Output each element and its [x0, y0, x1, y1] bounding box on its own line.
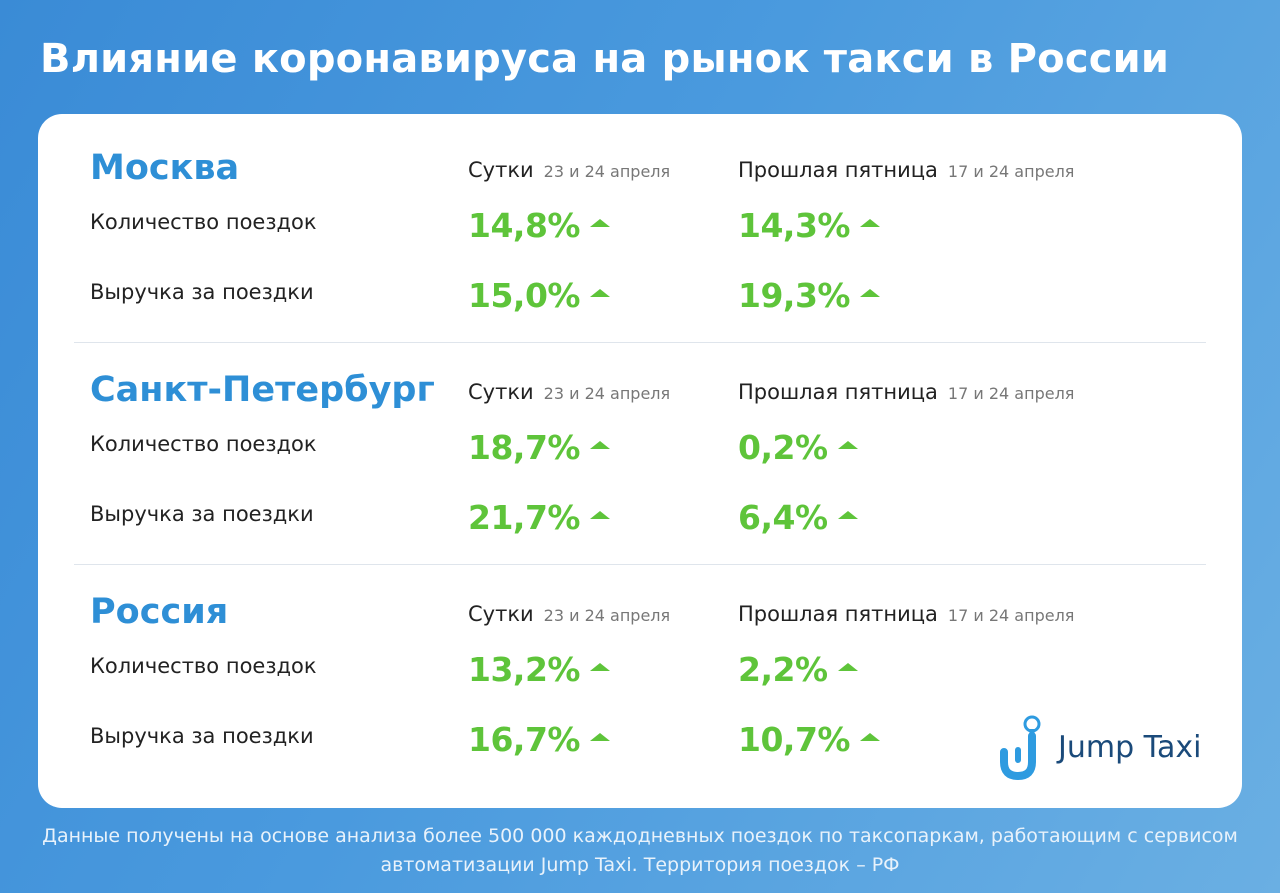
arrow-up-icon: [590, 440, 610, 449]
column-label: Прошлая пятница: [738, 158, 938, 182]
value-cell: 16,7%: [468, 720, 610, 759]
value-text: 14,8%: [468, 206, 581, 245]
value-text: 14,3%: [738, 206, 851, 245]
column-label: Прошлая пятница: [738, 380, 938, 404]
section-divider: [74, 342, 1206, 343]
arrow-up-icon: [860, 732, 880, 741]
footer-line: автоматизации Jump Taxi. Территория поез…: [380, 854, 900, 876]
column-sublabel: 17 и 24 апреля: [947, 384, 1075, 403]
section-saint-petersburg: Санкт-Петербург Сутки 23 и 24 апреля Прош…: [38, 336, 1242, 558]
column-label: Сутки: [468, 380, 534, 404]
column-sublabel: 23 и 24 апреля: [543, 384, 671, 403]
column-label: Сутки: [468, 602, 534, 626]
value-text: 18,7%: [468, 428, 581, 467]
page-title: Влияние коронавируса на рынок такси в Ро…: [40, 36, 1170, 82]
column-header-last-friday: Прошлая пятница 17 и 24 апреля: [738, 380, 1074, 404]
value-text: 13,2%: [468, 650, 581, 689]
value-text: 10,7%: [738, 720, 851, 759]
jump-taxi-logo: Jump Taxi: [996, 714, 1216, 784]
value-text: 19,3%: [738, 276, 851, 315]
value-text: 15,0%: [468, 276, 581, 315]
row-label-revenue: Выручка за поездки: [90, 724, 314, 748]
arrow-up-icon: [590, 288, 610, 297]
arrow-up-icon: [837, 440, 858, 449]
row-label-trips: Количество поездок: [90, 432, 317, 456]
arrow-up-icon: [590, 218, 610, 227]
value-cell: 0,2%: [738, 428, 858, 467]
value-text: 21,7%: [468, 498, 581, 537]
city-title: Россия: [90, 592, 229, 632]
value-text: 6,4%: [738, 498, 828, 537]
footer-note: Данные получены на основе анализа более …: [0, 822, 1280, 880]
column-sublabel: 17 и 24 апреля: [947, 162, 1075, 181]
column-label: Прошлая пятница: [738, 602, 938, 626]
row-label-trips: Количество поездок: [90, 210, 317, 234]
row-label-revenue: Выручка за поездки: [90, 280, 314, 304]
footer-line: Данные получены на основе анализа более …: [42, 825, 1238, 847]
arrow-up-icon: [590, 732, 610, 741]
column-header-last-friday: Прошлая пятница 17 и 24 апреля: [738, 602, 1074, 626]
value-cell: 10,7%: [738, 720, 880, 759]
value-text: 0,2%: [738, 428, 828, 467]
column-sublabel: 23 и 24 апреля: [543, 162, 671, 181]
arrow-up-icon: [590, 510, 610, 519]
stats-card: Москва Сутки 23 и 24 апреля Прошлая пятни…: [38, 114, 1242, 808]
row-label-revenue: Выручка за поездки: [90, 502, 314, 526]
value-cell: 14,8%: [468, 206, 610, 245]
value-text: 16,7%: [468, 720, 581, 759]
arrow-up-icon: [837, 510, 858, 519]
value-cell: 2,2%: [738, 650, 858, 689]
column-sublabel: 23 и 24 апреля: [543, 606, 671, 625]
section-russia: Россия Сутки 23 и 24 апреля Прошлая пятни…: [38, 558, 1242, 780]
value-cell: 21,7%: [468, 498, 610, 537]
value-text: 2,2%: [738, 650, 828, 689]
section-moscow: Москва Сутки 23 и 24 апреля Прошлая пятни…: [38, 114, 1242, 336]
arrow-up-icon: [837, 662, 858, 671]
city-title: Москва: [90, 148, 240, 188]
column-header-day: Сутки 23 и 24 апреля: [468, 380, 670, 404]
column-header-day: Сутки 23 и 24 апреля: [468, 602, 670, 626]
column-sublabel: 17 и 24 апреля: [947, 606, 1075, 625]
value-cell: 14,3%: [738, 206, 880, 245]
column-label: Сутки: [468, 158, 534, 182]
section-divider: [74, 564, 1206, 565]
jump-taxi-logo-icon: [1000, 715, 1041, 780]
column-header-last-friday: Прошлая пятница 17 и 24 апреля: [738, 158, 1074, 182]
arrow-up-icon: [860, 218, 880, 227]
value-cell: 18,7%: [468, 428, 610, 467]
brand-name: Jump Taxi: [1058, 730, 1202, 765]
arrow-up-icon: [590, 662, 610, 671]
city-title: Санкт-Петербург: [90, 370, 435, 410]
value-cell: 19,3%: [738, 276, 880, 315]
row-label-trips: Количество поездок: [90, 654, 317, 678]
column-header-day: Сутки 23 и 24 апреля: [468, 158, 670, 182]
value-cell: 6,4%: [738, 498, 858, 537]
arrow-up-icon: [860, 288, 880, 297]
value-cell: 13,2%: [468, 650, 610, 689]
value-cell: 15,0%: [468, 276, 610, 315]
